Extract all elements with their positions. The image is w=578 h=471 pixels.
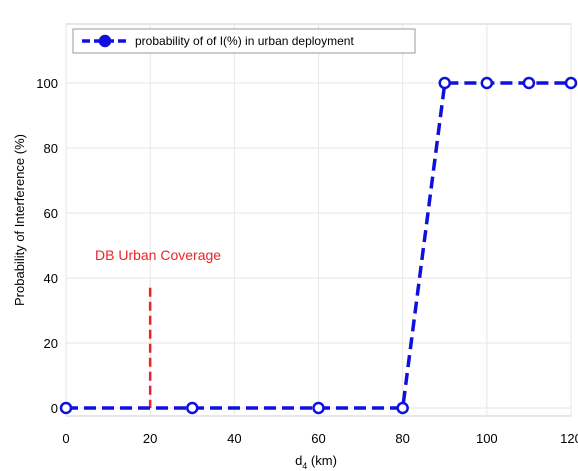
y-tick-label: 80 <box>44 141 58 156</box>
x-tick-label: 0 <box>62 431 69 446</box>
x-tick-labels: 0 20 40 60 80 100 120 <box>62 431 578 446</box>
x-tick-label: 60 <box>311 431 325 446</box>
y-axis-label: Probability of Interference (%) <box>12 134 27 306</box>
y-tick-label: 60 <box>44 206 58 221</box>
data-point <box>438 76 451 90</box>
y-tick-label: 0 <box>51 401 58 416</box>
x-tick-label: 20 <box>143 431 157 446</box>
annotation-label: DB Urban Coverage <box>95 247 221 263</box>
data-point <box>312 401 325 415</box>
data-point <box>564 76 578 90</box>
grid-lines <box>65 24 572 416</box>
x-tick-label: 100 <box>476 431 498 446</box>
data-point <box>396 401 409 415</box>
series-layer <box>59 76 578 415</box>
data-point <box>522 76 536 90</box>
x-axis-label: d4 (km) <box>295 453 337 471</box>
legend-entry-label: probability of of I(%) in urban deployme… <box>135 34 354 48</box>
y-tick-label: 100 <box>36 76 58 91</box>
legend-marker <box>98 34 112 48</box>
y-tick-labels: 0 20 40 60 80 100 <box>36 76 58 416</box>
y-tick-label: 40 <box>44 271 58 286</box>
x-tick-label: 80 <box>395 431 409 446</box>
data-point <box>59 401 73 415</box>
data-point <box>480 76 494 90</box>
y-tick-label: 20 <box>44 336 58 351</box>
legend-box <box>72 28 416 54</box>
series-line <box>66 81 571 410</box>
legend: probability of of I(%) in urban deployme… <box>72 28 416 54</box>
x-tick-label: 120 <box>560 431 578 446</box>
annotation-layer: DB Urban Coverage <box>95 247 221 408</box>
x-tick-label: 40 <box>227 431 241 446</box>
data-point <box>186 401 199 415</box>
